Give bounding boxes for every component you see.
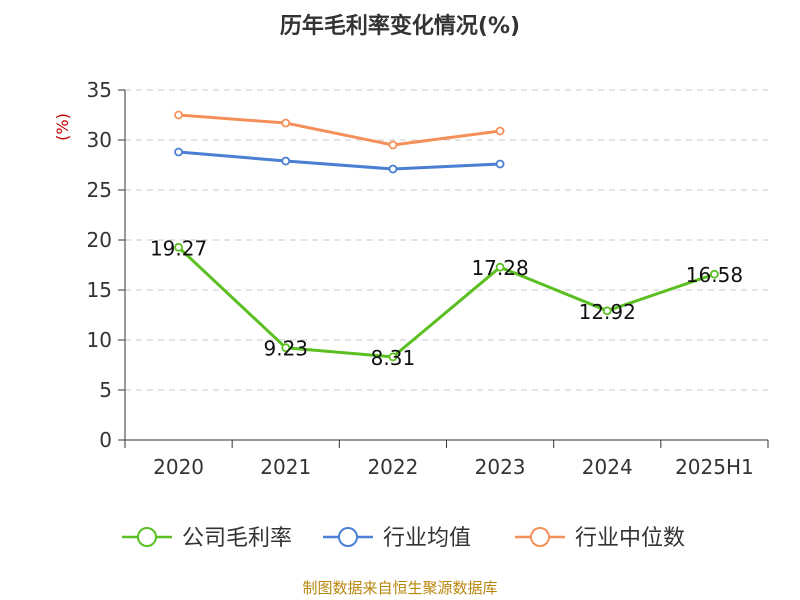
x-tick-label: 2020	[153, 455, 204, 479]
data-label: 19.27	[150, 236, 207, 260]
data-label: 16.58	[686, 263, 743, 287]
series-point-0	[602, 306, 612, 316]
y-tick-label: 10	[87, 328, 112, 352]
y-tick-label: 25	[87, 178, 112, 202]
series-point-0	[388, 352, 398, 362]
series-line-1	[178, 150, 501, 171]
x-tick-label: 2022	[367, 455, 418, 479]
data-label: 9.23	[263, 337, 308, 361]
y-tick-label: 35	[87, 78, 112, 102]
series-point-2	[281, 118, 291, 128]
legend-label: 公司毛利率	[182, 526, 292, 551]
x-tick-label: 2021	[260, 455, 311, 479]
series	[174, 110, 719, 362]
series-point-2	[174, 110, 183, 120]
y-tick-label: 0	[99, 428, 112, 452]
data-labels: 19.27 9.23 8.31 17.28 12.92 16.58	[150, 236, 743, 370]
series-point-2	[495, 126, 505, 136]
series-point-1	[388, 164, 398, 174]
series-point-1	[174, 147, 183, 157]
y-tick-label: 30	[87, 128, 112, 152]
y-tick-label: 15	[87, 278, 112, 302]
series-point-1	[281, 156, 291, 166]
legend-swatch-marker	[338, 527, 358, 547]
series-point-2	[388, 140, 398, 150]
legend-swatch-marker	[530, 527, 550, 547]
grid	[125, 89, 768, 391]
legend-label: 行业中位数	[575, 526, 685, 551]
chart-title: 历年毛利率变化情况(%)	[280, 13, 520, 39]
legend-swatch-marker	[137, 527, 157, 547]
series-point-1	[495, 159, 505, 169]
legend-label: 行业均值	[383, 526, 471, 551]
series-line-2	[178, 113, 501, 147]
source-note: 制图数据来自恒生聚源数据库	[302, 579, 497, 597]
series-point-0	[281, 343, 291, 353]
x-tick-label: 2023	[475, 455, 526, 479]
data-label: 17.28	[471, 256, 528, 280]
series-line-0	[177, 246, 715, 359]
data-label: 8.31	[371, 346, 416, 370]
x-tick-label: 2025H1	[675, 455, 754, 479]
y-tick-label: 20	[87, 228, 112, 252]
series-point-0	[710, 269, 719, 279]
y-axis-label: (%)	[53, 113, 72, 141]
series-point-0	[495, 262, 505, 272]
x-tick-label: 2024	[582, 455, 633, 479]
axes: 0 5 10 15 20 25 30 35 2020 2021 2022 2023 2024 2025H1	[87, 78, 769, 479]
series-point-0	[174, 242, 183, 252]
y-tick-label: 5	[99, 378, 112, 402]
legend: 公司毛利率 行业均值 行业中位数	[122, 526, 685, 551]
data-label: 12.92	[579, 300, 636, 324]
